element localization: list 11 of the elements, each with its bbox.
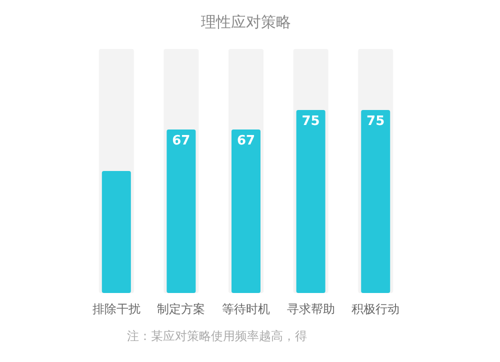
x-tick-label: 寻求帮助 [286,302,335,316]
data-label: 67 [236,134,256,149]
data-label: 75 [366,114,385,129]
x-tick-label: 制定方案 [157,302,206,316]
x-tick-label: 积极行动 [352,302,400,316]
x-tick-label: 等待时机 [222,302,270,316]
data-label: 75 [302,114,320,129]
x-tick-label: 排除干扰 [92,302,140,316]
chart-title: 理性应对策略 [201,13,291,31]
data-label: 67 [172,134,190,149]
text: 注：某应对策略使用频率越高，得 [127,329,307,343]
